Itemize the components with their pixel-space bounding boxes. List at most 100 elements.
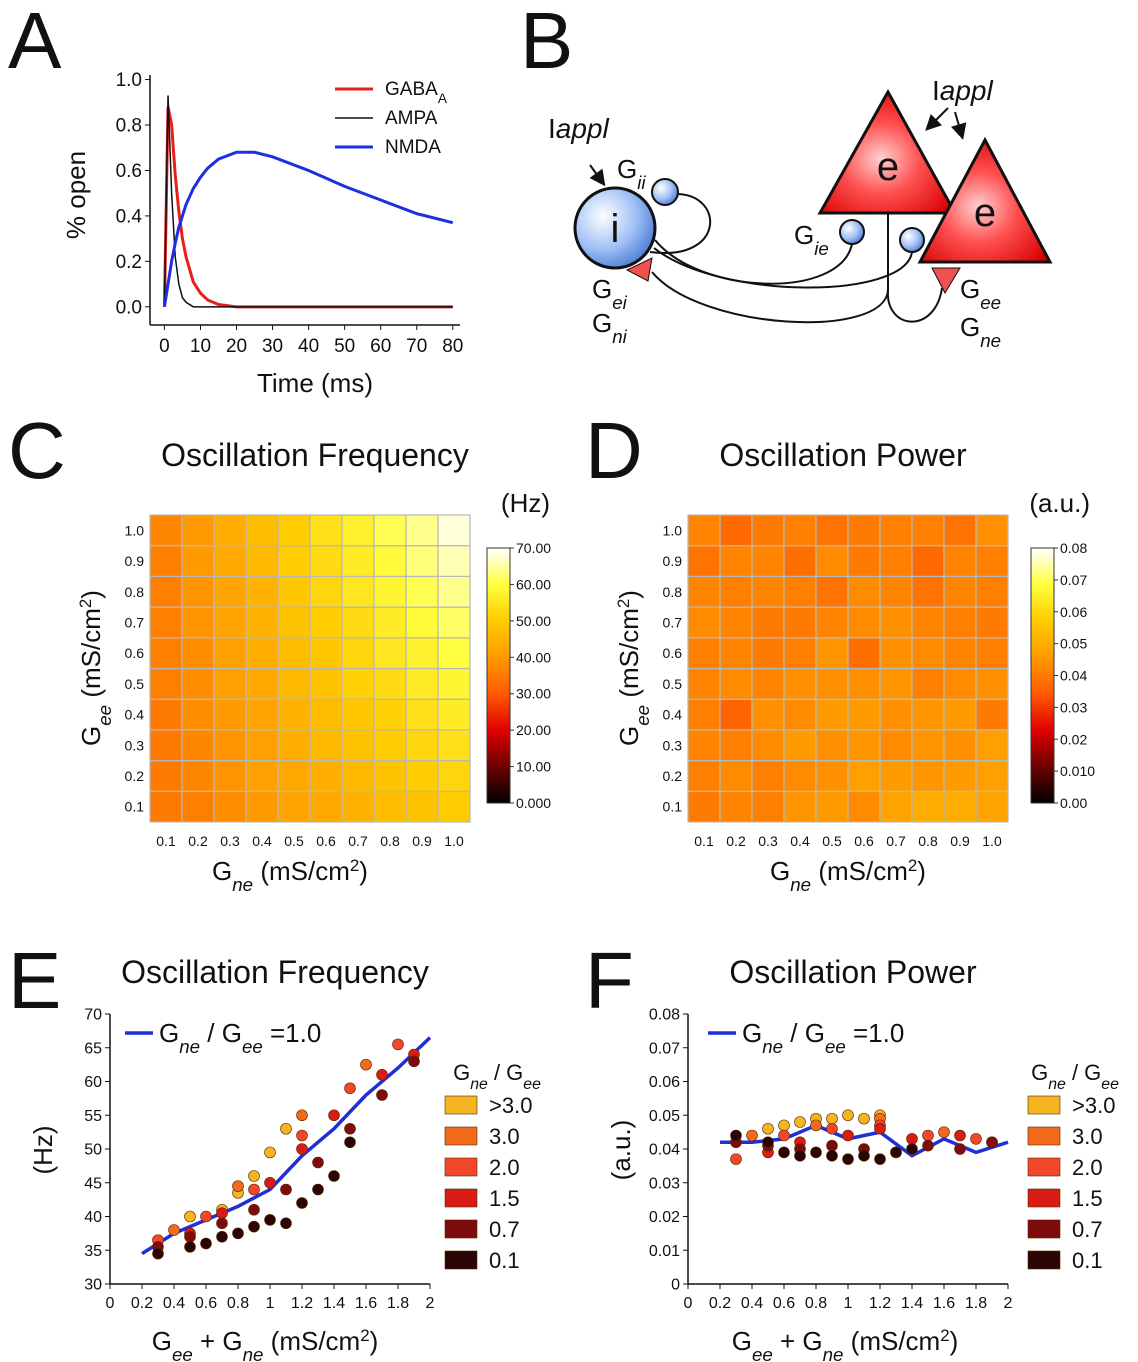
heat-cell	[341, 514, 375, 547]
legend-label: 0.7	[489, 1217, 520, 1242]
scatter-point	[344, 1136, 356, 1149]
x-tick-label: 0.9	[950, 833, 970, 849]
text-part: ne	[243, 1344, 264, 1362]
text-part: appl	[940, 75, 994, 106]
heat-cell	[911, 637, 945, 670]
heat-cell	[149, 545, 183, 578]
legend-swatch	[444, 1219, 478, 1239]
heat-cell	[687, 698, 721, 731]
heat-cell	[405, 606, 439, 639]
text-part: ei	[612, 292, 627, 313]
y-tick-label: 0.02	[649, 1209, 680, 1226]
heat-cell	[975, 606, 1009, 639]
colorbar-tick-label: 0.05	[1060, 636, 1087, 652]
heat-cell	[815, 514, 849, 547]
y-tick-label: 0.9	[663, 553, 683, 569]
legend-label: 0.1	[1072, 1248, 1103, 1273]
text-part: + G	[193, 1326, 243, 1356]
heat-cell	[341, 575, 375, 608]
legend-swatch	[1027, 1157, 1061, 1177]
connection	[886, 287, 943, 323]
scatter-point	[778, 1146, 790, 1159]
text-part: ee	[242, 1036, 263, 1057]
colorbar-tick-label: 0.00	[1060, 795, 1087, 811]
y-tick-label: 0.8	[663, 584, 683, 600]
text-part: )	[614, 590, 644, 599]
scatter-point	[264, 1146, 276, 1159]
text-part: G	[617, 154, 637, 184]
line-series	[141, 1036, 432, 1256]
scatter-point	[794, 1149, 806, 1162]
heat-cell	[879, 545, 913, 578]
colorbar-tick-label: 30.00	[516, 686, 551, 702]
legend-swatch	[1027, 1250, 1061, 1270]
colorbar-tick-label: 0.06	[1060, 604, 1087, 620]
x-tick-label: 0	[684, 1295, 693, 1312]
colorbar-tick-label: 70.00	[516, 540, 551, 556]
heat-cell	[687, 759, 721, 792]
scatter-point	[280, 1122, 292, 1135]
heat-cell	[341, 698, 375, 731]
colorbar-tick-label: 40.00	[516, 649, 551, 665]
colorbar-tick-label: 10.00	[516, 759, 551, 775]
colorbar-tick-label: 20.00	[516, 722, 551, 738]
heat-cell	[751, 698, 785, 731]
scatter-point	[232, 1227, 244, 1240]
x-tick-label: 0.8	[805, 1295, 827, 1312]
panel-letter: C	[8, 406, 66, 495]
text-part: A	[438, 91, 448, 106]
text-part: (mS/cm	[76, 608, 106, 705]
arrow	[589, 164, 606, 187]
heat-cell	[149, 606, 183, 639]
heat-cell	[437, 667, 471, 700]
heat-cell	[405, 759, 439, 792]
x-tick-label: 0.2	[726, 833, 746, 849]
x-tick-label: 0.9	[412, 833, 432, 849]
text-part: ne	[980, 330, 1001, 351]
heat-cell	[213, 575, 247, 608]
heat-cell	[405, 790, 439, 823]
heat-cell	[277, 575, 311, 608]
y-axis-label: (Hz)	[28, 1125, 58, 1174]
x-tick-label: 0.4	[741, 1295, 763, 1312]
heat-cell	[181, 545, 215, 578]
text-part: G	[770, 856, 790, 886]
x-tick-label: 0.2	[188, 833, 208, 849]
text-part: )	[950, 1326, 959, 1356]
heat-cell	[687, 606, 721, 639]
text-part: ee	[1101, 1076, 1119, 1093]
text-part: =1.0	[263, 1018, 322, 1048]
colorbar-tick-label: 50.00	[516, 613, 551, 629]
y-tick-label: 50	[84, 1142, 102, 1159]
heat-cell	[181, 698, 215, 731]
heat-cell	[943, 729, 977, 762]
heat-cell	[245, 606, 279, 639]
heat-cell	[245, 790, 279, 823]
text-part: G	[732, 1326, 752, 1356]
heat-cell	[687, 575, 721, 608]
heat-cell	[719, 667, 753, 700]
heat-cell	[911, 606, 945, 639]
scatter-point	[312, 1183, 324, 1196]
legend-swatch	[1027, 1095, 1061, 1115]
legend-title: Gne / Gee	[1031, 1060, 1119, 1093]
y-tick-label: 0.3	[125, 737, 145, 753]
heat-cell	[751, 606, 785, 639]
heat-cell	[719, 759, 753, 792]
heat-cell	[719, 729, 753, 762]
heat-cell	[341, 790, 375, 823]
text-part: )	[370, 1326, 379, 1356]
x-tick-label: 40	[298, 336, 319, 357]
y-tick-label: 35	[84, 1243, 102, 1260]
heat-cell	[277, 545, 311, 578]
scatter-point	[730, 1153, 742, 1165]
heat-cell	[181, 606, 215, 639]
scatter-point	[826, 1112, 838, 1125]
heat-cell	[975, 729, 1009, 762]
x-tick-label: 1.0	[444, 833, 464, 849]
heat-cell	[341, 667, 375, 700]
y-tick-label: 0.6	[125, 645, 145, 661]
x-tick-label: 0.6	[854, 833, 874, 849]
y-tick-label: 0.4	[125, 707, 145, 723]
colorbar-tick-label: 0.010	[1060, 763, 1095, 779]
